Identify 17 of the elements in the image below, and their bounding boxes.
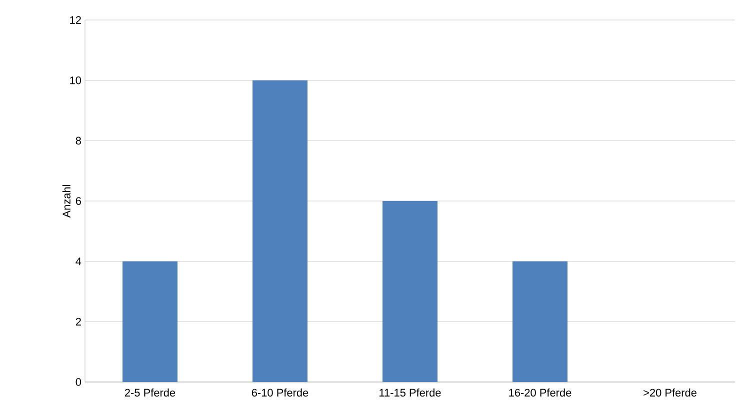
bar [382,201,438,382]
x-tick-label: 6-10 Pferde [252,388,308,397]
y-tick-label: 10 [70,76,82,84]
x-tick-label: >20 Pferde [644,388,696,397]
bar [512,261,568,382]
bar [122,261,178,382]
y-tick-label: 0 [76,378,82,386]
x-tick-label: 2-5 Pferde [124,388,176,397]
x-tick-label: 11-15 Pferde [380,388,441,397]
bar [252,80,308,382]
y-tick-label: 2 [76,318,81,326]
y-axis-title: Anzahl [62,184,70,218]
y-tick-label: 6 [76,197,81,205]
y-tick-label: 8 [76,136,81,145]
x-tick-label: 16-20 Pferde [509,388,572,397]
y-tick-label: 12 [70,16,81,24]
y-tick-label: 4 [76,258,82,266]
